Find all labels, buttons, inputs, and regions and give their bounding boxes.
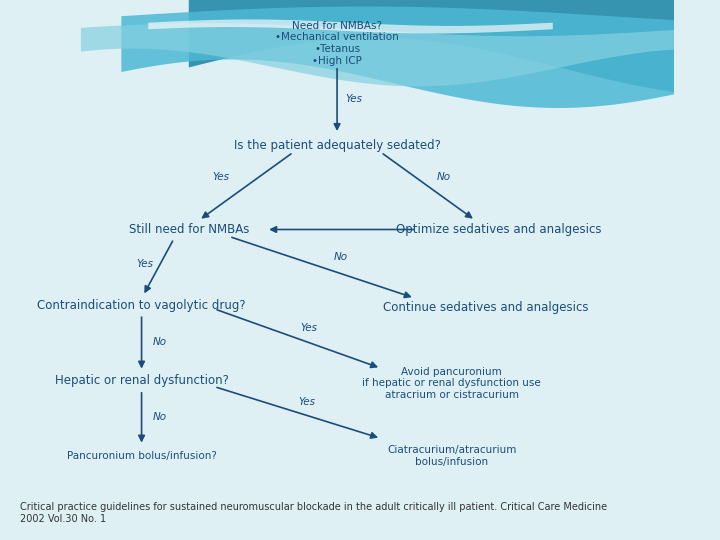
Polygon shape (148, 19, 553, 33)
Text: Yes: Yes (346, 94, 362, 104)
Text: No: No (153, 412, 167, 422)
Text: Need for NMBAs?
•Mechanical ventilation
•Tetanus
•High ICP: Need for NMBAs? •Mechanical ventilation … (275, 21, 399, 65)
Text: Hepatic or renal dysfunction?: Hepatic or renal dysfunction? (55, 374, 228, 387)
Text: Yes: Yes (136, 259, 153, 268)
Text: Still need for NMBAs: Still need for NMBAs (129, 223, 249, 236)
Text: Contraindication to vagolytic drug?: Contraindication to vagolytic drug? (37, 299, 246, 312)
Text: Yes: Yes (212, 172, 230, 182)
Text: No: No (333, 252, 348, 261)
Text: Ciatracurium/atracurium
bolus/infusion: Ciatracurium/atracurium bolus/infusion (387, 446, 516, 467)
Polygon shape (189, 0, 708, 96)
Text: Optimize sedatives and analgesics: Optimize sedatives and analgesics (396, 223, 602, 236)
Text: Yes: Yes (298, 397, 315, 407)
Text: Is the patient adequately sedated?: Is the patient adequately sedated? (233, 139, 441, 152)
Text: Critical practice guidelines for sustained neuromuscular blockade in the adult c: Critical practice guidelines for sustain… (20, 502, 608, 524)
Text: Yes: Yes (300, 323, 318, 333)
Text: Avoid pancuronium
if hepatic or renal dysfunction use
atracrium or cistracurium: Avoid pancuronium if hepatic or renal dy… (362, 367, 541, 400)
Polygon shape (122, 6, 708, 108)
Text: No: No (153, 337, 167, 347)
Text: Pancuronium bolus/infusion?: Pancuronium bolus/infusion? (67, 451, 217, 461)
Polygon shape (81, 23, 708, 86)
Text: No: No (436, 172, 451, 182)
Text: Continue sedatives and analgesics: Continue sedatives and analgesics (382, 301, 588, 314)
